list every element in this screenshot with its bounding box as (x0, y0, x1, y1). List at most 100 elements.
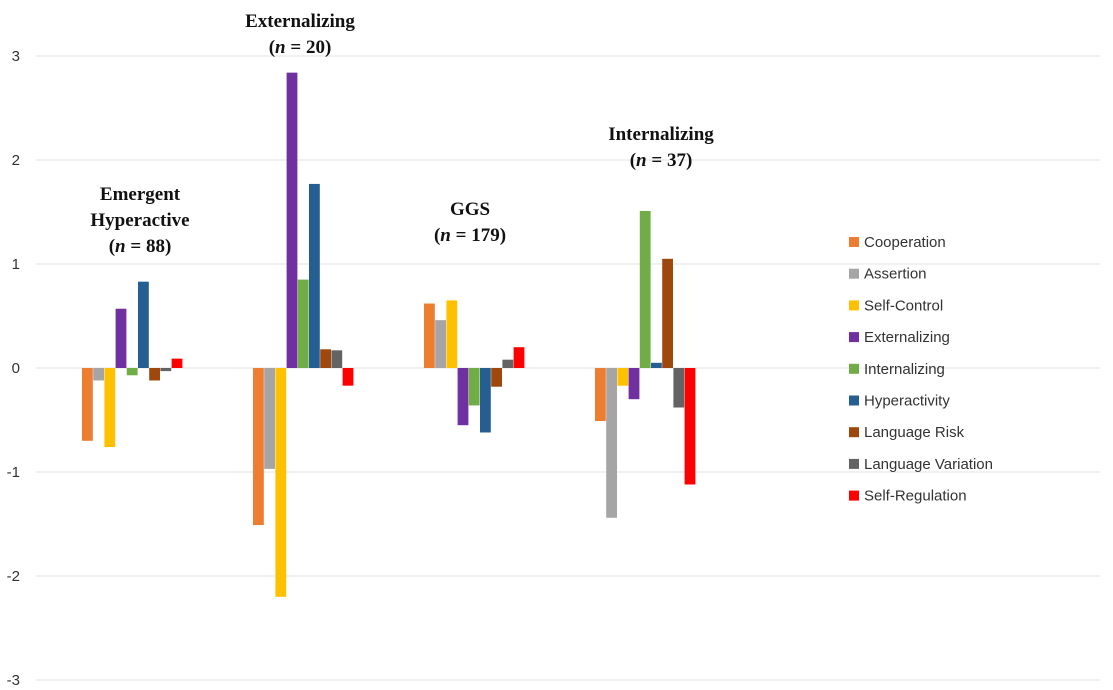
group-label-n-symbol: n (636, 150, 647, 171)
group-label-n-value: = 20) (286, 37, 332, 58)
legend-swatch (849, 332, 859, 343)
legend-label: Internalizing (864, 361, 945, 378)
group-label-n-value: = 88) (126, 236, 172, 257)
group-label-n: (n = 88) (109, 236, 172, 257)
bar-hyperactivity (651, 362, 662, 368)
legend-item: Internalizing (849, 361, 945, 378)
bar-assertion (606, 368, 617, 518)
legend-label: Self-Control (864, 297, 943, 314)
bar-cooperation (253, 368, 264, 526)
legend-label: Language Variation (864, 456, 993, 473)
group-label-n-open: ( (269, 37, 275, 58)
legend-swatch (849, 458, 859, 469)
bar-language-risk (662, 258, 673, 368)
legend-item: Self-Control (849, 297, 943, 314)
bar-internalizing (468, 368, 480, 406)
group-label: Internalizing (n = 37) (608, 124, 714, 171)
bar-cooperation (82, 368, 93, 441)
legend-item: Hyperactivity (849, 393, 950, 410)
bar-self-control (104, 368, 116, 448)
bar-externalizing (115, 308, 127, 368)
y-tick-label: -2 (7, 568, 20, 585)
y-axis-tick-labels: 3 2 1 0 -1 -2 -3 (7, 48, 20, 689)
legend-label: Language Risk (864, 424, 965, 441)
bar-hyperactivity (309, 183, 320, 368)
bar-assertion (435, 320, 446, 368)
bar-externalizing (457, 368, 469, 426)
bar-cooperation (595, 368, 606, 422)
legend-swatch (849, 363, 859, 374)
legend-label: Hyperactivity (864, 393, 950, 410)
group-label-line: Emergent (100, 184, 181, 205)
legend-swatch (849, 427, 859, 438)
group-label-n-open: ( (109, 236, 115, 257)
group-label-n-symbol: n (275, 37, 286, 58)
bar-externalizing (286, 72, 298, 368)
legend-swatch (849, 268, 859, 279)
group-label-n-value: = 179) (451, 225, 506, 246)
group-label-n-open: ( (630, 150, 636, 171)
bar-language-risk (491, 368, 502, 387)
bar-self-regulation (171, 358, 183, 368)
group-label-n: (n = 179) (434, 225, 506, 246)
legend-swatch (849, 300, 859, 311)
bar-internalizing (126, 368, 138, 376)
legend: Cooperation Assertion Self-Control External… (849, 234, 993, 505)
bar-self-control (275, 368, 287, 597)
bar-internalizing (297, 279, 309, 368)
group-label: Emergent Hyperactive (n = 88) (90, 184, 189, 257)
group-label-n-symbol: n (115, 236, 126, 257)
bar-language-variation (331, 350, 343, 368)
group-label-n-value: = 37) (647, 150, 693, 171)
bar-self-control (446, 300, 458, 368)
bar-cooperation (424, 303, 435, 368)
legend-item: Language Variation (849, 456, 993, 473)
bar-hyperactivity (138, 281, 149, 368)
legend-item: Externalizing (849, 329, 950, 346)
bar-internalizing (639, 210, 651, 368)
group-label-line: Externalizing (245, 11, 355, 32)
group-label-n-symbol: n (440, 225, 451, 246)
gridlines (36, 55, 1100, 681)
legend-item: Assertion (849, 266, 927, 283)
bar-language-variation (160, 368, 172, 372)
bars (82, 72, 696, 597)
group-label: GGS (n = 179) (434, 199, 506, 246)
bar-language-risk (149, 368, 160, 381)
y-tick-label: 2 (12, 152, 20, 169)
legend-item: Self-Regulation (849, 488, 967, 505)
group-label-line: GGS (450, 199, 490, 220)
bar-language-risk (320, 349, 331, 368)
legend-swatch (849, 490, 859, 501)
bar-self-regulation (513, 347, 525, 368)
legend-label: Self-Regulation (864, 488, 967, 505)
bar-language-variation (673, 368, 685, 408)
y-tick-label: -1 (7, 464, 20, 481)
bar-assertion (264, 368, 275, 469)
bar-self-control (617, 368, 629, 386)
bar-language-variation (502, 359, 514, 368)
legend-label: Assertion (864, 266, 927, 283)
legend-label: Externalizing (864, 329, 950, 346)
y-tick-label: 3 (12, 48, 20, 65)
group-label-line: Hyperactive (90, 210, 189, 231)
bar-assertion (93, 368, 104, 381)
legend-item: Cooperation (849, 234, 946, 251)
group-label-n: (n = 37) (630, 150, 693, 171)
legend-swatch (849, 237, 859, 247)
bar-self-regulation (342, 368, 354, 386)
y-tick-label: -3 (7, 672, 20, 689)
legend-swatch (849, 395, 859, 406)
group-label-n: (n = 20) (269, 37, 332, 58)
group-label: Externalizing (n = 20) (245, 11, 355, 58)
y-tick-label: 0 (12, 360, 20, 377)
bar-externalizing (628, 368, 640, 400)
legend-label: Cooperation (864, 234, 946, 251)
legend-item: Language Risk (849, 424, 965, 441)
group-label-n-open: ( (434, 225, 440, 246)
group-label-line: Internalizing (608, 124, 714, 145)
y-tick-label: 1 (12, 256, 20, 273)
bar-self-regulation (684, 368, 696, 485)
